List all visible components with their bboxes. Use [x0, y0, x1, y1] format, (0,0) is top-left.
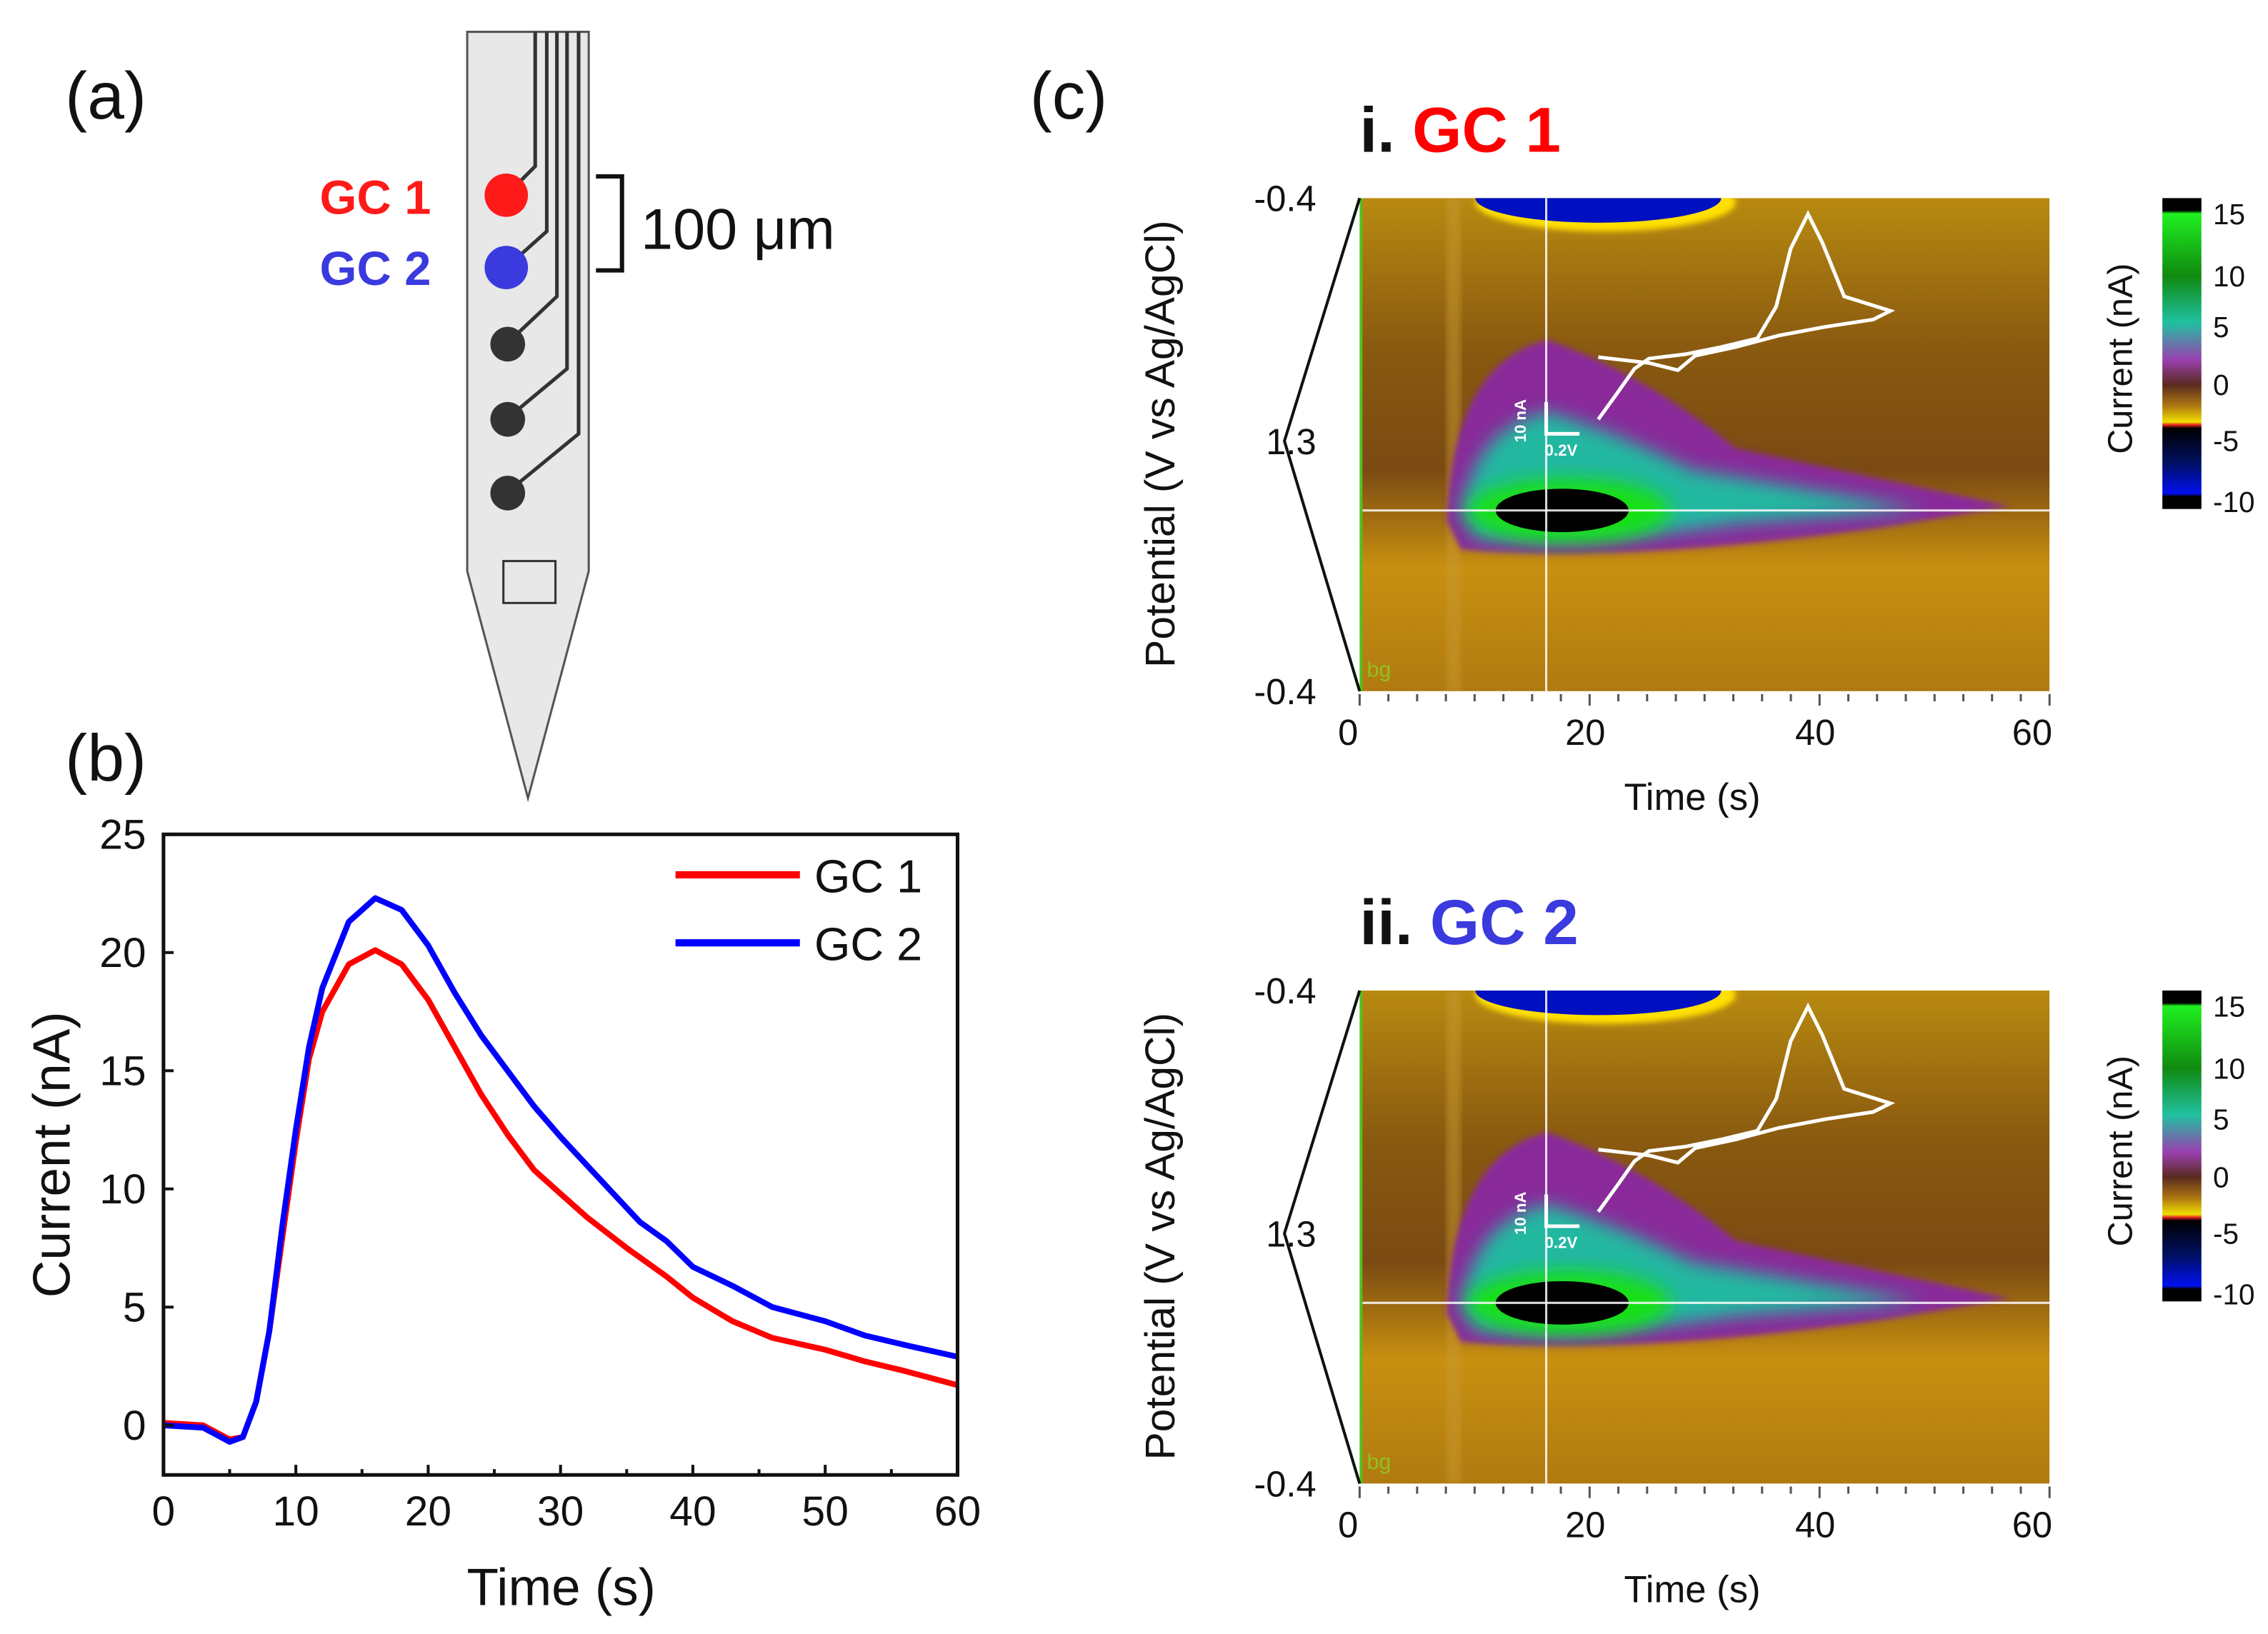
electrode-4: [490, 401, 526, 437]
y-tick-label: 20: [99, 930, 146, 976]
y-tick-label: -0.4: [1254, 1464, 1316, 1505]
y-tick-label: 0: [123, 1403, 146, 1449]
reduction-blob: [1475, 198, 1722, 223]
y-axis-label: Current (nA): [23, 1011, 81, 1298]
x-tick-label: 0: [1338, 1504, 1358, 1545]
x-tick-label: 20: [1565, 1504, 1605, 1545]
x-tick-label: 40: [1795, 712, 1835, 753]
colorbar-tick-label: 5: [2213, 311, 2229, 344]
scale-label: 100 μm: [641, 197, 835, 261]
series-line-gc2: [163, 895, 959, 1445]
colorbar: [2162, 198, 2202, 509]
current-scale-label: 10 nA: [1512, 399, 1529, 443]
heatmap-panel-gc1: i. GC 1 10 nA 0.2V bg -0.4 1.3 -0.4 Potential (V…: [1137, 94, 2254, 818]
reduction-blob: [1475, 990, 1722, 1016]
y-axis-label: Potential (V vs Ag/AgCl): [1137, 220, 1184, 667]
x-tick-label: 60: [2012, 712, 2052, 753]
potential-scale-label: 0.2V: [1545, 1233, 1578, 1251]
x-tick-label: 60: [934, 1488, 981, 1535]
label-gc1: GC 1: [320, 172, 431, 225]
y-axis-label: Potential (V vs Ag/AgCl): [1137, 1013, 1184, 1460]
panel-label-a: (a): [65, 59, 146, 133]
plot-frame: [161, 832, 960, 1477]
heatmap-panel-gc2: ii. GC 2 10 nA 0.2V bg -0.4 1.3 -0.4 Potential (…: [1137, 886, 2254, 1610]
scale-bar: [1544, 401, 1580, 436]
x-tick-label: 30: [537, 1488, 584, 1535]
line-chart: 0 10 20 30 40 50 60 0 5 10 15 20 25 Time (s) Current (…: [23, 812, 981, 1617]
scale-bracket: [596, 174, 624, 273]
y-tick-label: 25: [99, 812, 146, 858]
label-gc2: GC 2: [320, 243, 431, 296]
potential-scale-label: 0.2V: [1545, 441, 1578, 459]
colorbar-tick-label: -10: [2213, 486, 2255, 518]
y-tick-label: 5: [123, 1285, 146, 1331]
x-axis-label: Time (s): [1624, 1568, 1761, 1610]
x-tick-label: 50: [802, 1488, 849, 1535]
legend-label: GC 2: [814, 918, 922, 970]
y-tick-label: -0.4: [1254, 179, 1316, 219]
x-tick-label: 20: [1565, 712, 1605, 753]
y-tick-label: -0.4: [1254, 971, 1316, 1011]
x-tick-label: 0: [1338, 712, 1358, 753]
colorbar-tick-label: 0: [2213, 369, 2229, 401]
y-tick-label: 1.3: [1266, 1213, 1316, 1254]
panel-label-c: (c): [1030, 59, 1108, 133]
colorbar-tick-label: 10: [2213, 260, 2245, 293]
panel-title-prefix: ii.: [1359, 886, 1412, 958]
y-tick-label: 10: [99, 1166, 146, 1213]
heatmap-image: [1359, 198, 2050, 691]
colorbar-tick-label: -5: [2213, 1217, 2239, 1250]
y-tick-label: 1.3: [1266, 421, 1316, 462]
y-tick-label: 15: [99, 1048, 146, 1095]
x-tick-label: 20: [405, 1488, 451, 1535]
x-tick-label: 60: [2012, 1504, 2052, 1545]
colorbar-tick-label: -5: [2213, 425, 2239, 458]
x-tick-label: 0: [152, 1488, 176, 1535]
cyclic-voltammogram-trace: [1597, 1002, 1896, 1213]
colorbar-tick-label: 0: [2213, 1161, 2229, 1193]
electrode-gc2: [484, 246, 529, 289]
x-axis-label: Time (s): [1624, 776, 1761, 818]
colorbar-tick-label: 15: [2213, 990, 2245, 1023]
colorbar-tick-label: 10: [2213, 1052, 2245, 1085]
panel-title: i. GC 1: [1359, 94, 1561, 166]
x-tick-label: 40: [669, 1488, 716, 1535]
bg-label: bg: [1367, 1450, 1391, 1474]
panel-label-b: (b): [65, 721, 146, 795]
injection-streak: [1446, 990, 1462, 1484]
injection-streak: [1446, 198, 1462, 691]
colorbar-tick-label: -10: [2213, 1278, 2255, 1310]
electrode-5: [490, 476, 526, 511]
electrode-3: [490, 326, 526, 362]
colorbar-tick-label: 15: [2213, 198, 2245, 231]
scale-bar: [1544, 1194, 1580, 1228]
reference-pad: [502, 560, 557, 604]
colorbar-label: Current (nA): [2102, 264, 2140, 454]
electrode-gc1: [484, 173, 529, 217]
bg-label: bg: [1367, 658, 1391, 682]
x-axis-label: Time (s): [466, 1559, 655, 1617]
waveform-icon: [1282, 197, 1362, 692]
legend-label: GC 1: [814, 850, 922, 902]
current-scale-label: 10 nA: [1512, 1191, 1529, 1235]
panel-title-electrode: GC 1: [1412, 94, 1561, 166]
y-tick-label: -0.4: [1254, 671, 1316, 712]
panel-title: ii. GC 2: [1359, 886, 1578, 958]
colorbar-tick-label: 5: [2213, 1103, 2229, 1136]
probe-diagram: [466, 31, 624, 803]
panel-title-electrode: GC 2: [1430, 886, 1579, 958]
series-line-gc1: [163, 947, 959, 1443]
heatmap-image: [1359, 990, 2050, 1484]
colorbar: [2162, 990, 2202, 1302]
cyclic-voltammogram-trace: [1597, 210, 1896, 421]
colorbar-label: Current (nA): [2102, 1056, 2140, 1246]
x-tick-label: 40: [1795, 1504, 1835, 1545]
panel-title-prefix: i.: [1359, 94, 1395, 166]
x-tick-label: 10: [272, 1488, 319, 1535]
waveform-icon: [1282, 990, 1362, 1485]
